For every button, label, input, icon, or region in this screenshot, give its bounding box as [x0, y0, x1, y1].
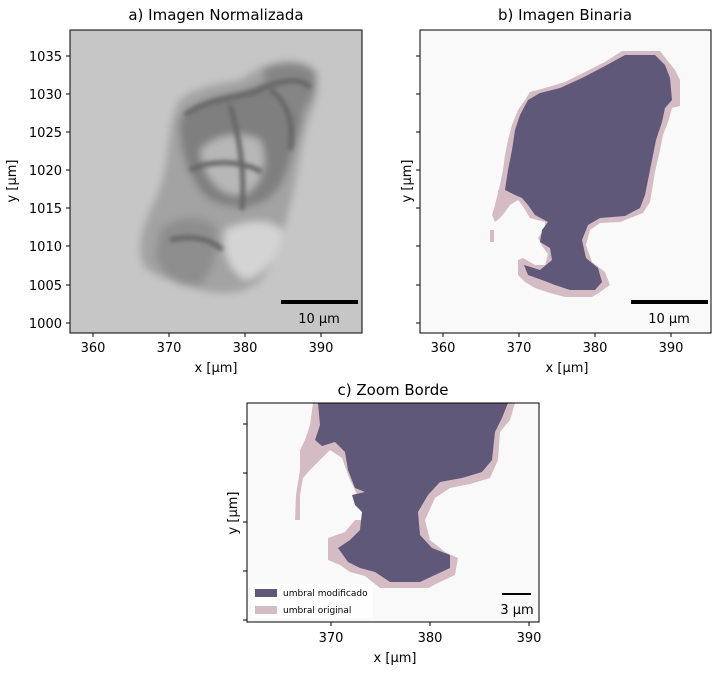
y-tick-label: 1030: [29, 88, 62, 103]
zoom-image: [247, 403, 539, 622]
x-tick-label: 390: [309, 341, 334, 356]
x-tick-label: 360: [431, 341, 456, 356]
y-axis-c: [243, 423, 247, 621]
legend-label-modified: umbral modificado: [283, 589, 368, 599]
panel-b-title: b) Imagen Binaria: [498, 6, 632, 24]
y-axis-label-a: y [µm]: [5, 160, 20, 203]
x-axis-c: [330, 622, 530, 626]
y-tick-label: 1000: [29, 317, 62, 332]
legend-label-original: umbral original: [283, 606, 351, 616]
x-axis-label-a: x [µm]: [195, 361, 238, 376]
scale-bar-c-label: 3 µm: [500, 603, 533, 618]
x-tick-label: 380: [583, 341, 608, 356]
y-axis-label-c: y [µm]: [226, 492, 241, 535]
x-tick-label: 360: [81, 341, 106, 356]
panel-a-title: a) Imagen Normalizada: [128, 6, 303, 24]
y-axis-label-b: y [µm]: [400, 160, 415, 203]
x-axis-label-b: x [µm]: [546, 361, 589, 376]
scale-bar-a-label: 10 µm: [298, 312, 340, 327]
y-tick-label: 1005: [29, 279, 62, 294]
binary-image: [420, 30, 711, 333]
x-tick-label: 370: [157, 341, 182, 356]
legend: umbral modificado umbral original: [251, 584, 373, 618]
y-tick-label: 1035: [29, 50, 62, 65]
x-tick-label: 370: [319, 631, 344, 646]
y-tick-label: 1025: [29, 126, 62, 141]
panel-a: a) Imagen Normalizada 10 µm: [5, 6, 363, 376]
panel-c: c) Zoom Borde umbral modificado umbral o…: [226, 381, 541, 666]
x-tick-label: 390: [517, 631, 542, 646]
scale-bar-b-label: 10 µm: [648, 312, 690, 327]
legend-swatch-original: [255, 606, 277, 614]
grayscale-image: [70, 30, 362, 333]
y-tick-label: 1010: [29, 240, 62, 255]
x-tick-label: 380: [418, 631, 443, 646]
panel-c-title: c) Zoom Borde: [338, 381, 449, 399]
x-tick-label: 390: [659, 341, 684, 356]
panel-b: b) Imagen Binaria 10 µm 360 370 380 390 …: [400, 6, 712, 376]
legend-swatch-modified: [255, 589, 277, 597]
y-axis-b: [416, 55, 420, 324]
y-axis-a: [66, 55, 70, 324]
x-axis-b: [442, 333, 672, 337]
x-tick-label: 380: [233, 341, 258, 356]
y-tick-label: 1015: [29, 202, 62, 217]
y-tick-label: 1020: [29, 164, 62, 179]
x-tick-label: 370: [507, 341, 532, 356]
x-axis-label-c: x [µm]: [374, 651, 417, 666]
x-axis-a: [92, 333, 322, 337]
